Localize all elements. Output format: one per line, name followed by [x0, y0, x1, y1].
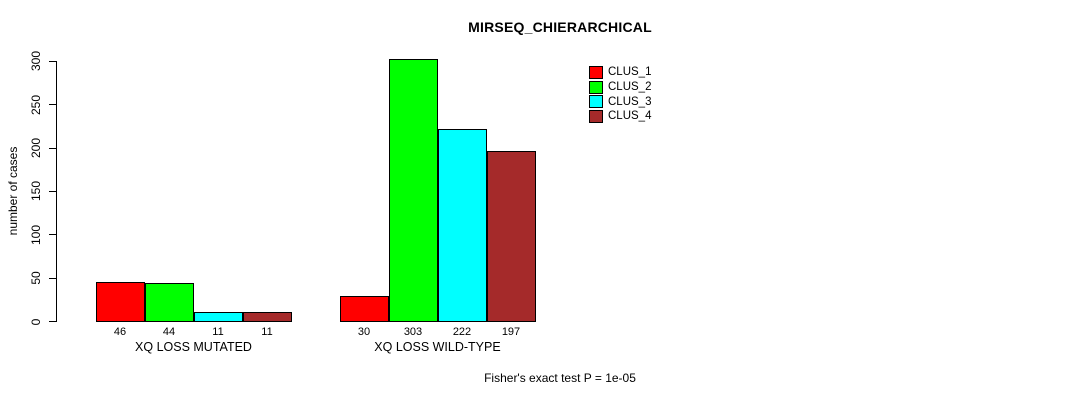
y-tick-label: 200 — [29, 138, 43, 159]
y-tick-mark — [49, 277, 56, 279]
y-tick-mark — [49, 321, 56, 323]
legend-item: CLUS_1 — [589, 65, 651, 80]
chart-title: MIRSEQ_CHIERARCHICAL — [468, 19, 652, 35]
y-tick-label: 0 — [29, 318, 43, 326]
legend-swatch-clus_4 — [589, 109, 603, 123]
bar-clus_2-group1 — [144, 283, 194, 322]
y-tick-label: 150 — [29, 181, 43, 202]
bar-clus_3-group2 — [437, 128, 487, 322]
bar-value-label: 44 — [162, 326, 176, 338]
y-tick-mark — [49, 190, 56, 192]
bar-value-label: 11 — [261, 326, 273, 338]
bar-value-label: 11 — [212, 326, 224, 338]
legend-swatch-clus_3 — [589, 95, 603, 109]
bar-value-label: 303 — [403, 326, 423, 338]
category-label: XQ LOSS WILD-TYPE — [374, 340, 501, 354]
legend-item: CLUS_3 — [589, 94, 651, 109]
y-tick-label: 50 — [29, 271, 43, 285]
legend-label: CLUS_3 — [608, 95, 652, 108]
legend-label: CLUS_4 — [608, 110, 652, 123]
y-axis-line — [56, 61, 57, 322]
y-tick-label: 100 — [29, 224, 43, 245]
bar-clus_1-group1 — [95, 281, 145, 322]
y-tick-label: 250 — [29, 94, 43, 115]
y-tick-mark — [49, 147, 56, 149]
bar-value-label: 30 — [357, 326, 371, 338]
legend-label: CLUS_2 — [608, 81, 652, 94]
y-tick-label: 300 — [29, 51, 43, 72]
bar-value-label: 197 — [501, 326, 521, 338]
legend-item: CLUS_2 — [589, 80, 651, 95]
category-label: XQ LOSS MUTATED — [135, 340, 252, 354]
bar-clus_3-group1 — [193, 312, 243, 322]
y-tick-mark — [49, 234, 56, 236]
legend-swatch-clus_2 — [589, 80, 603, 94]
bar-clus_4-group2 — [486, 150, 536, 322]
bar-value-label: 222 — [452, 326, 472, 338]
bar-clus_4-group1 — [242, 312, 292, 322]
y-tick-mark — [49, 104, 56, 106]
y-tick-mark — [49, 60, 56, 62]
bar-clus_2-group2 — [388, 58, 438, 322]
bar-clus_1-group2 — [339, 295, 389, 322]
footnote: Fisher's exact test P = 1e-05 — [484, 371, 636, 385]
y-axis-title: number of cases — [6, 146, 20, 236]
legend-swatch-clus_1 — [589, 65, 603, 79]
legend-label: CLUS_1 — [608, 66, 652, 79]
legend-item: CLUS_4 — [589, 109, 651, 124]
bar-value-label: 46 — [113, 326, 127, 338]
legend: CLUS_1 CLUS_2 CLUS_3 CLUS_4 — [589, 65, 651, 124]
